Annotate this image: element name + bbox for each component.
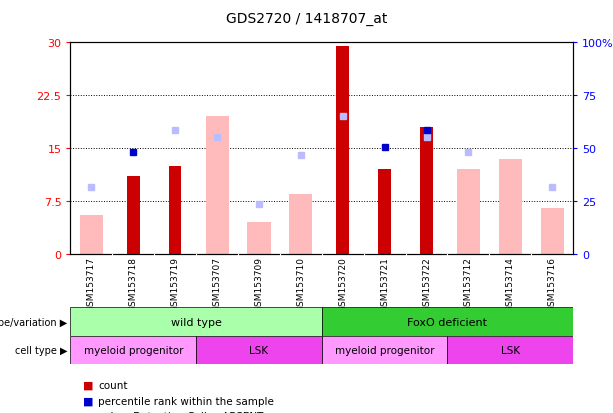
Text: GDS2720 / 1418707_at: GDS2720 / 1418707_at xyxy=(226,12,387,26)
Text: cell type ▶: cell type ▶ xyxy=(15,345,67,355)
Text: ■: ■ xyxy=(83,411,93,413)
Text: myeloid progenitor: myeloid progenitor xyxy=(83,345,183,355)
Bar xyxy=(70,308,322,336)
Text: GSM153709: GSM153709 xyxy=(254,256,264,311)
Bar xyxy=(205,117,229,254)
Bar xyxy=(70,336,196,364)
Text: count: count xyxy=(98,380,128,390)
Bar xyxy=(457,170,480,254)
Text: ■: ■ xyxy=(83,380,93,390)
Bar xyxy=(80,216,103,254)
Bar xyxy=(337,47,349,254)
Bar xyxy=(499,159,522,254)
Text: wild type: wild type xyxy=(171,317,221,327)
Text: GSM153716: GSM153716 xyxy=(547,256,557,311)
Text: GSM153722: GSM153722 xyxy=(422,256,431,311)
Text: GSM153710: GSM153710 xyxy=(296,256,305,311)
Bar xyxy=(421,128,433,254)
Text: GSM153712: GSM153712 xyxy=(464,256,473,311)
Bar xyxy=(447,336,573,364)
Text: genotype/variation ▶: genotype/variation ▶ xyxy=(0,317,67,327)
Text: LSK: LSK xyxy=(249,345,268,355)
Text: GSM153720: GSM153720 xyxy=(338,256,348,311)
Bar xyxy=(322,336,447,364)
Bar xyxy=(289,195,313,254)
Text: percentile rank within the sample: percentile rank within the sample xyxy=(98,396,274,406)
Bar xyxy=(169,166,181,254)
Text: myeloid progenitor: myeloid progenitor xyxy=(335,345,435,355)
Text: GSM153714: GSM153714 xyxy=(506,256,515,311)
Text: ■: ■ xyxy=(83,396,93,406)
Bar xyxy=(541,208,564,254)
Bar xyxy=(378,170,391,254)
Text: GSM153718: GSM153718 xyxy=(129,256,138,311)
Bar xyxy=(248,222,270,254)
Text: GSM153707: GSM153707 xyxy=(213,256,222,311)
Text: LSK: LSK xyxy=(501,345,520,355)
Text: FoxO deficient: FoxO deficient xyxy=(408,317,487,327)
Bar xyxy=(322,308,573,336)
Text: value, Detection Call = ABSENT: value, Detection Call = ABSENT xyxy=(98,411,264,413)
Bar xyxy=(127,177,140,254)
Bar xyxy=(196,336,322,364)
Text: GSM153721: GSM153721 xyxy=(380,256,389,311)
Text: GSM153717: GSM153717 xyxy=(87,256,96,311)
Text: GSM153719: GSM153719 xyxy=(170,256,180,311)
